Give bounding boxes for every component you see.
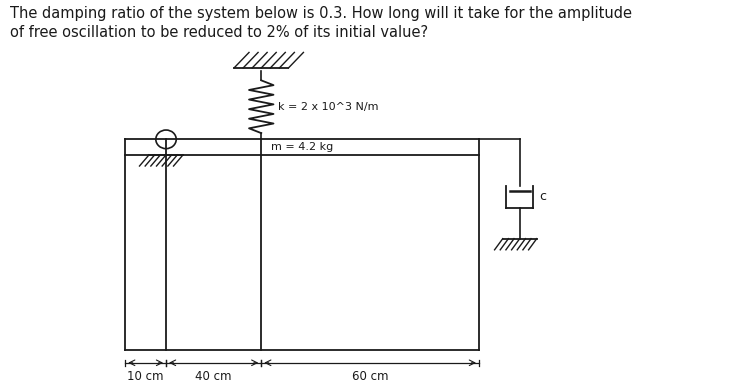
Text: c: c: [539, 190, 546, 203]
Text: k = 2 x 10^3 N/m: k = 2 x 10^3 N/m: [278, 102, 379, 112]
Text: 60 cm: 60 cm: [352, 370, 389, 383]
Text: The damping ratio of the system below is 0.3. How long will it take for the ampl: The damping ratio of the system below is…: [10, 6, 631, 21]
Text: 10 cm: 10 cm: [127, 370, 164, 383]
Text: of free oscillation to be reduced to 2% of its initial value?: of free oscillation to be reduced to 2% …: [10, 24, 428, 39]
Text: m = 4.2 kg: m = 4.2 kg: [272, 142, 334, 152]
Text: 40 cm: 40 cm: [195, 370, 232, 383]
